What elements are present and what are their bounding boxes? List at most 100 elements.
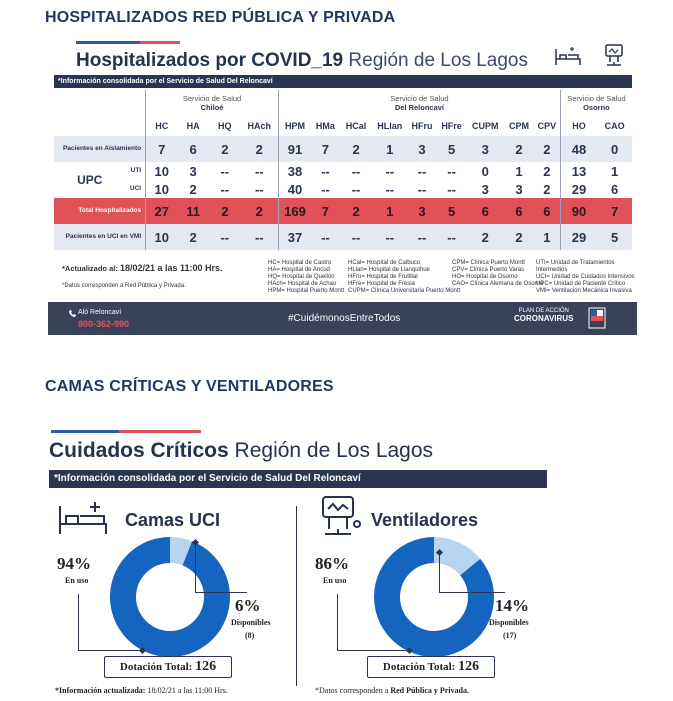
legend-entry: CUPM= Clínica Universitaria Puerto Montt — [348, 288, 461, 294]
flag-stripe-blue — [51, 430, 119, 433]
leader-line — [337, 650, 409, 651]
used-percent: 86% — [315, 554, 349, 573]
beds-donut — [110, 537, 230, 657]
legend-entry: HCal= Hospital de Calbuco — [348, 260, 421, 266]
table-cell: -- — [385, 163, 395, 179]
table-cell: 2 — [339, 198, 373, 224]
hospitalized-info-bar: *Información consolidada por el Servicio… — [54, 75, 632, 88]
table-cell: 91 — [277, 136, 312, 162]
table-cell: 1 — [386, 141, 394, 157]
legend-entry: HFre= Hospital de Fresia — [348, 281, 415, 287]
critical-care-title: Cuidados Críticos Región de Los Lagos — [49, 439, 434, 462]
col-header: CAO — [604, 121, 625, 131]
table-cell: 29 — [559, 224, 598, 250]
table-cell: -- — [447, 229, 456, 245]
row-label: Total Hospitalizados — [54, 198, 146, 224]
total-box: Dotación Total: 126 — [104, 656, 232, 678]
table-cell: 7 — [145, 136, 178, 162]
table-cell: 0 — [481, 163, 489, 179]
table-cell: 2 — [352, 141, 360, 157]
table-cell: -- — [254, 229, 264, 245]
table-cell: -- — [321, 163, 330, 179]
row-label: Pacientes en UCI en VMI — [65, 233, 142, 240]
table-cell: -- — [447, 181, 456, 197]
legend-entry: UPC= Unidad de Paciente Crítico — [536, 281, 626, 287]
col-header: HFru — [411, 121, 433, 131]
free-percent: 6% — [235, 596, 261, 615]
table-cell: -- — [417, 229, 427, 245]
table-cell: 5 — [436, 198, 467, 224]
table-cell: 5 — [447, 141, 456, 157]
table-cell: -- — [321, 181, 330, 197]
leader-line — [337, 594, 338, 650]
government-logo-icon — [588, 307, 606, 329]
legend-entry: HLlan= Hospital de Llanquihue — [348, 267, 430, 273]
col-header: HCal — [345, 121, 367, 131]
table-cell: 2 — [255, 141, 263, 157]
col-header: HQ — [218, 121, 232, 131]
donut-slice-available — [170, 537, 193, 566]
hospitalized-infographic: Hospitalizados por COVID_19 Región de Lo… — [48, 37, 637, 337]
legend-entry: UTI= Unidad de Tratamientos Intermedios — [536, 260, 615, 273]
table-cell: -- — [417, 181, 427, 197]
table-cell: -- — [254, 163, 264, 179]
table-cell: 0 — [610, 141, 619, 157]
legend-col-3: CPM= Clínica Puerto Montt CPV= Clínica Pu… — [452, 260, 543, 288]
table-row: Pacientes en Aislamiento 7 6 2 2 91 7 2 1 3 5 3 2 2 4… — [54, 136, 632, 162]
table-cell: 6 — [533, 198, 561, 224]
col-header: CUPM — [472, 121, 499, 131]
free-label: Disponibles — [231, 618, 271, 627]
hospitalized-table: Servicio de Salud Chiloé Servicio de Salu… — [54, 90, 632, 250]
table-cell: -- — [417, 163, 427, 179]
critical-care-infographic: Cuidados Críticos Región de Los Lagos *I… — [47, 428, 557, 698]
free-percent: 14% — [495, 596, 529, 615]
col-header: CPV — [537, 121, 557, 131]
table-cell: -- — [254, 181, 264, 197]
row-sublabel: UTI — [130, 167, 142, 174]
table-cell: 2 — [481, 229, 489, 245]
leader-line — [78, 594, 79, 650]
table-cell: 2 — [515, 229, 523, 245]
col-header: HLlan — [377, 121, 403, 131]
leader-line — [195, 542, 196, 592]
table-cell: 1 — [372, 198, 408, 224]
table-cell: 2 — [221, 141, 229, 157]
legend-entry: HQ= Hospital de Quellón — [268, 274, 335, 280]
table-header-row: HC HA HQ HAch HPM HMa HCal HLlan HFru HF… — [54, 116, 632, 136]
table-cell: 7 — [321, 141, 330, 157]
table-cell: -- — [220, 229, 230, 245]
updated-footnote: *Información actualizada: 18/02/21 a las… — [55, 686, 228, 695]
col-header: HMa — [315, 121, 335, 131]
free-count: (17) — [503, 631, 517, 640]
table-cell: 3 — [418, 141, 426, 157]
flag-stripe-red — [140, 41, 180, 44]
hospitalized-title: Hospitalizados por COVID_19 Región de Lo… — [76, 50, 528, 71]
leader-line — [439, 552, 440, 592]
table-cell: 5 — [610, 229, 619, 245]
legend-entry: CPM= Clínica Puerto Montt — [452, 260, 525, 266]
col-header: HO — [559, 116, 598, 136]
table-cell: 40 — [277, 180, 312, 198]
leader-line — [439, 592, 505, 593]
leader-line — [195, 592, 247, 593]
legend-entry: HO= Hospital de Osorno — [452, 274, 518, 280]
table-cell: 3 — [407, 198, 437, 224]
legend-entry: HA= Hospital de Ancud — [268, 267, 330, 273]
table-cell: 2 — [240, 198, 279, 224]
table-cell: 10 — [145, 224, 178, 250]
donut-slice-available — [434, 537, 481, 576]
table-cell: -- — [321, 229, 330, 245]
table-cell: 10 — [145, 162, 178, 180]
table-cell: 2 — [515, 141, 523, 157]
panel-title: Ventiladores — [371, 510, 479, 530]
free-label: Disponibles — [489, 618, 529, 627]
used-percent: 94% — [57, 554, 91, 573]
col-header: HPM — [277, 116, 312, 136]
table-row: UPC UTI 10 3 -- -- 38 -- -- -- -- -- 0 1 2 13 1 — [54, 162, 632, 186]
legend-entry: HFru= Hospital de Frutillar — [348, 274, 419, 280]
leader-line — [78, 650, 142, 651]
panel-title: Camas UCI — [125, 510, 221, 530]
table-cell: -- — [385, 181, 395, 197]
flag-stripe-red — [119, 430, 201, 433]
table-cell: 2 — [543, 141, 551, 157]
